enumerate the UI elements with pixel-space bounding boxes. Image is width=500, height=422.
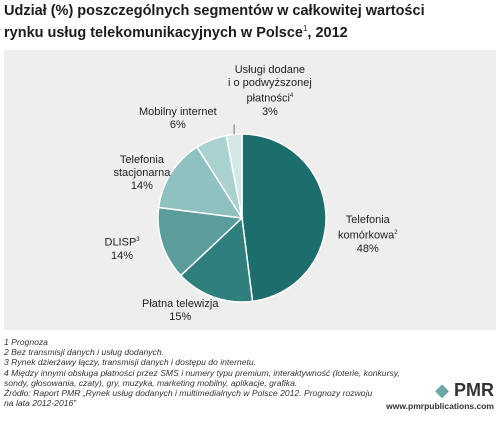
slice-label: DLISP3 14% [105, 234, 140, 263]
pie-chart [157, 124, 327, 303]
slice-label-text: płatności4 [246, 92, 294, 105]
logo-text: PMR [454, 380, 494, 400]
slice-value-label: 3% [261, 105, 278, 118]
slice-value-label: 6% [169, 119, 186, 131]
slice-value-label: 15% [169, 311, 192, 323]
slice-label: Usługi dodane i o podwyższonej płatności4 3… [228, 64, 312, 119]
title-footnote-ref: 1 [302, 24, 308, 33]
footnote-line: 4 Między innymi obsługa płatności przez … [4, 367, 400, 378]
logo-mark: ◆ PMR [386, 380, 494, 401]
slice-label-text: stacjonarna [113, 167, 171, 179]
title-line-2: rynku usług telekomunikacyjnych w Polsce… [4, 20, 496, 42]
footnote-line: na lata 2012-2016” [4, 398, 77, 409]
title-line-1: Udział (%) poszczególnych segmentów w ca… [4, 3, 425, 19]
title-line-2-main: rynku usług telekomunikacyjnych w Polsce [4, 24, 303, 41]
footnote-line: 1 Prognoza [4, 337, 48, 347]
slice-value-label: 14% [130, 180, 153, 192]
slice-label-footnote-ref: 3 [136, 237, 140, 243]
slice-label-text: Płatna telewizja [142, 298, 219, 310]
pie-slice [179, 216, 254, 303]
slice-value-label: 48% [356, 242, 379, 255]
slice-label-text: Telefonia [119, 154, 164, 166]
logo-url: www.pmrpublications.com [386, 401, 494, 411]
slice-label-text: DLISP3 [104, 236, 140, 249]
footnote-line: 2 Bez transmisji danych i usług dodanych… [4, 347, 165, 358]
slice-label: Telefonia stacjonarna 14% [114, 154, 171, 193]
footnote-line: 3 Rynek dzierżawy łączy, transmisji dany… [4, 357, 257, 368]
title-line-2-tail: , 2012 [307, 24, 348, 41]
slice-label-text: Usługi dodane [234, 64, 306, 76]
slice-label: Płatna telewizja 15% [142, 298, 218, 324]
slice-label-footnote-ref: 2 [394, 230, 398, 236]
pie-slice [241, 133, 327, 303]
chart-panel: Telefonia komórkowa2 48% Płatna telewizja 15… [4, 50, 496, 330]
slice-label: Telefonia komórkowa2 48% [338, 214, 398, 256]
slice-label-text: komórkowa2 [338, 229, 398, 242]
slice-label-footnote-ref: 4 [289, 93, 294, 99]
slice-label-text: Mobilny internet [139, 106, 217, 118]
logo-icon: ◆ [435, 380, 449, 400]
chart-title: Udział (%) poszczególnych segmentów w ca… [4, 2, 496, 42]
slice-label: Mobilny internet 6% [139, 106, 217, 132]
footnote-line: sondy, głosowania, czaty), gry, muzyka, … [4, 377, 298, 388]
pmr-logo: ◆ PMR www.pmrpublications.com [386, 380, 494, 411]
slice-label-text: Telefonia [345, 214, 390, 226]
pie-slice [157, 146, 244, 219]
footnotes: 1 Prognoza 2 Bez transmisji danych i usł… [4, 337, 404, 408]
pie-slice [225, 133, 243, 219]
slice-label-text: i o podwyższonej [228, 77, 312, 89]
footnote-line: Źródło: Raport PMR „Rynek usług dodanych… [4, 388, 373, 399]
pie-slice [157, 206, 244, 277]
slice-value-label: 14% [111, 249, 134, 262]
